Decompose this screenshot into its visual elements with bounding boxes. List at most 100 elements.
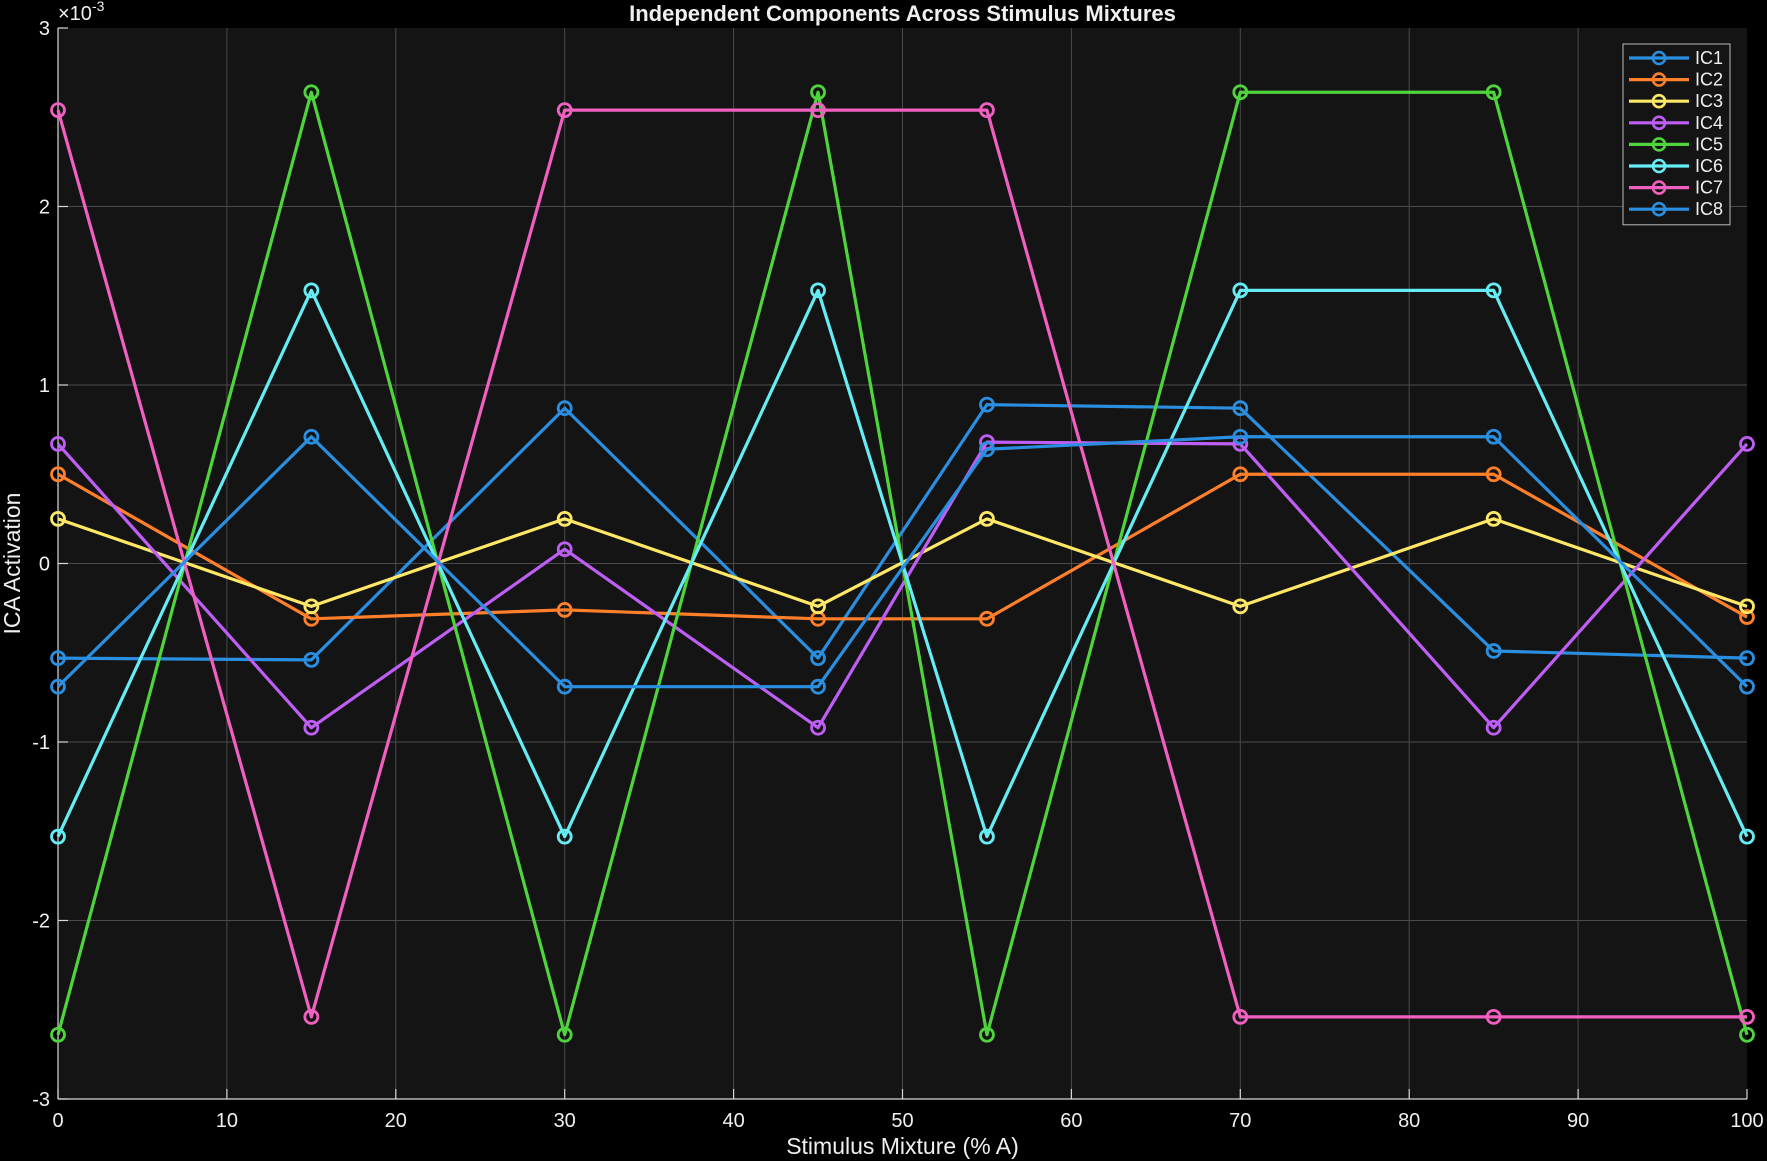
grid-lines xyxy=(58,28,1747,1099)
data-point-ic7 xyxy=(979,102,995,119)
data-point-ic4 xyxy=(1739,436,1755,452)
data-point-ic3 xyxy=(979,510,995,527)
series-ic6 xyxy=(50,282,1755,845)
data-point-ic6 xyxy=(1232,282,1249,299)
legend-swatch-marker xyxy=(1651,72,1667,87)
data-point-ic6 xyxy=(810,282,826,299)
y-exponent-base: ×10 xyxy=(58,3,92,25)
data-point-ic2 xyxy=(1485,466,1502,483)
series-line-ic2 xyxy=(57,472,1748,621)
data-point-ic1 xyxy=(810,650,826,667)
x-tick-label: 50 xyxy=(891,1110,913,1132)
data-point-ic7 xyxy=(303,1008,320,1025)
data-point-ic6 xyxy=(1739,828,1755,845)
x-tick-label: 90 xyxy=(1567,1110,1589,1132)
data-point-ic3 xyxy=(303,598,320,615)
legend-label: IC6 xyxy=(1695,156,1723,176)
data-point-ic2 xyxy=(1739,609,1755,625)
data-point-ic2 xyxy=(979,610,995,627)
data-point-ic3 xyxy=(1232,598,1249,615)
data-point-ic7 xyxy=(556,102,573,119)
legend-item-ic7: IC7 xyxy=(1629,178,1723,198)
data-point-ic3 xyxy=(1485,510,1502,527)
x-tick-label: 60 xyxy=(1060,1110,1082,1132)
data-point-ic1 xyxy=(556,400,573,417)
legend-label: IC2 xyxy=(1695,70,1723,90)
x-tick-label: 30 xyxy=(554,1110,576,1132)
axes xyxy=(57,27,1748,1100)
data-point-ic7 xyxy=(1485,1008,1502,1025)
data-point-ic8 xyxy=(1485,428,1502,445)
data-point-ic8 xyxy=(1232,428,1249,445)
data-point-ic7 xyxy=(810,102,826,119)
legend-label: IC1 xyxy=(1695,48,1723,68)
y-exponent-power: -3 xyxy=(92,0,105,14)
y-tick-label: 0 xyxy=(39,554,50,576)
data-point-ic5 xyxy=(979,1026,995,1043)
data-point-ic2 xyxy=(556,602,573,618)
series-ic7 xyxy=(50,102,1755,1025)
data-point-ic4 xyxy=(810,719,826,736)
data-point-ic1 xyxy=(303,651,320,668)
chart-title: Independent Components Across Stimulus M… xyxy=(629,1,1176,26)
x-tick-label: 80 xyxy=(1398,1110,1420,1132)
legend-item-ic1: IC1 xyxy=(1629,48,1723,68)
data-point-ic8 xyxy=(50,678,66,695)
data-point-ic1 xyxy=(1485,643,1502,659)
x-tick-label: 70 xyxy=(1229,1110,1251,1132)
y-axis-label: ICA Activation xyxy=(0,493,25,635)
legend-label: IC4 xyxy=(1695,113,1723,133)
y-tick-label: -1 xyxy=(32,732,50,754)
data-point-ic8 xyxy=(556,678,573,695)
legend-box xyxy=(1622,43,1731,226)
legend-label: IC8 xyxy=(1695,199,1723,219)
data-point-ic8 xyxy=(303,428,320,445)
legend-swatch-marker xyxy=(1651,93,1667,109)
data-point-ic2 xyxy=(50,466,66,483)
data-point-ic7 xyxy=(50,102,66,119)
legend-label: IC3 xyxy=(1695,91,1723,111)
legend-swatch-marker xyxy=(1651,201,1667,217)
legend-label: IC5 xyxy=(1695,134,1723,154)
y-axis-exponent: ×10-3 xyxy=(58,0,105,25)
legend-swatch-marker xyxy=(1651,158,1667,174)
data-point-ic3 xyxy=(50,510,66,527)
data-point-ic5 xyxy=(303,84,320,101)
data-point-ic6 xyxy=(303,282,320,299)
y-tick-label: -3 xyxy=(32,1089,50,1111)
data-point-ic4 xyxy=(556,541,573,558)
legend-item-ic6: IC6 xyxy=(1629,156,1723,176)
x-tick-label: 0 xyxy=(52,1110,63,1132)
legend-item-ic3: IC3 xyxy=(1629,91,1723,111)
data-point-ic5 xyxy=(1485,84,1502,101)
data-point-ic1 xyxy=(979,396,995,413)
data-point-ic8 xyxy=(1739,678,1755,695)
legend-swatch-marker xyxy=(1651,137,1667,152)
data-point-ic4 xyxy=(303,719,320,736)
x-tick-label: 40 xyxy=(722,1110,744,1132)
series-line-ic6 xyxy=(56,288,1749,839)
legend-swatch-marker xyxy=(1651,180,1667,195)
data-point-ic2 xyxy=(1232,466,1249,483)
data-point-ic6 xyxy=(1485,282,1502,299)
data-point-ic8 xyxy=(979,441,995,458)
data-point-ic6 xyxy=(50,828,66,845)
y-tick-label: 2 xyxy=(39,197,50,219)
series-line-ic8 xyxy=(56,435,1749,689)
data-point-ic1 xyxy=(50,650,66,667)
series-ic2 xyxy=(50,466,1755,627)
legend-label: IC7 xyxy=(1695,178,1723,198)
data-point-ic5 xyxy=(1232,84,1249,101)
x-tick-label: 20 xyxy=(385,1110,407,1132)
legend-item-ic2: IC2 xyxy=(1629,70,1723,90)
tick-labels: 0 10 20 30 40 50 60 70 80 90 100 -3 -2 -1 0 1 2 3 xyxy=(32,18,1763,1132)
y-tick-label: -2 xyxy=(32,911,50,933)
legend-item-ic4: IC4 xyxy=(1629,113,1723,133)
series-line-ic4 xyxy=(56,440,1749,730)
data-point-ic3 xyxy=(810,598,826,615)
x-tick-label: 10 xyxy=(216,1110,238,1132)
x-tick-label: 100 xyxy=(1730,1110,1763,1132)
